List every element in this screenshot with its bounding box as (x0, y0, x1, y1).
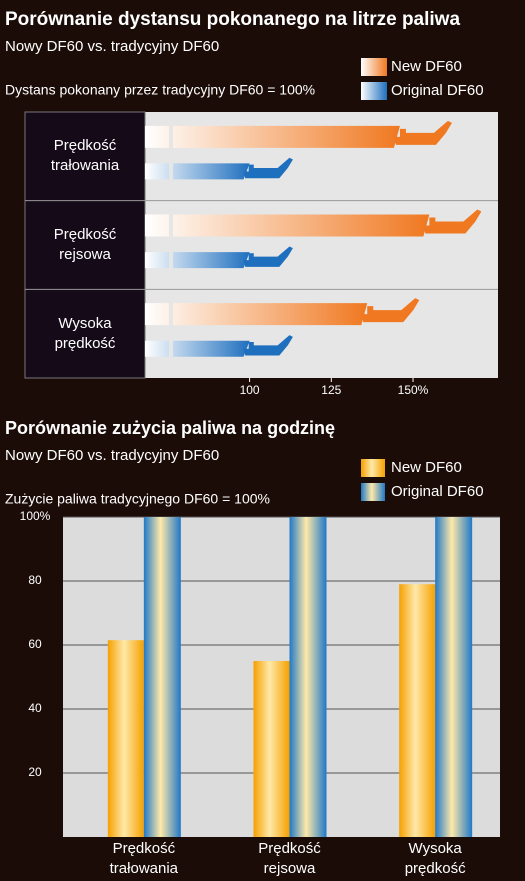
bar (107, 640, 144, 837)
bar (145, 214, 430, 237)
boat-icon (243, 157, 293, 179)
legend-swatch (361, 483, 385, 501)
y-tick-label: 60 (28, 637, 42, 651)
legend-label: New DF60 (391, 58, 462, 75)
boat-icon (243, 246, 293, 267)
legend-swatch (361, 58, 387, 76)
bar (145, 303, 368, 326)
legend-label: Original DF60 (391, 483, 484, 500)
legend-label: New DF60 (391, 459, 462, 476)
category-label: Prędkość rejsowa (53, 226, 117, 263)
chart-subtitle: Nowy DF60 vs. tradycyjny DF60 (5, 447, 219, 464)
y-tick-label: 40 (28, 701, 42, 715)
bar (145, 340, 250, 357)
bar (289, 517, 327, 837)
bar (145, 163, 250, 180)
category-label: Prędkość trałowania (50, 137, 120, 175)
x-tick-label: Prędkość trałowania (109, 840, 179, 877)
x-tick-label: 150% (398, 383, 429, 397)
x-tick-label: 100 (240, 383, 260, 397)
boat-icon (393, 120, 452, 145)
chart-title: Porównanie zużycia paliwa na godzinę (5, 418, 335, 438)
axis-break (169, 212, 173, 239)
bar (143, 517, 181, 837)
boat-icon (423, 209, 482, 234)
chart-note: Dystans pokonany przez tradycyjny DF60 =… (5, 82, 315, 98)
chart-subtitle: Nowy DF60 vs. tradycyjny DF60 (5, 38, 219, 55)
boat-icon (361, 298, 420, 323)
y-tick-label: 80 (28, 573, 42, 587)
x-tick-label: 125 (321, 383, 341, 397)
x-tick-label: Wysoka prędkość (404, 840, 466, 877)
y-tick-label: 20 (28, 765, 42, 779)
chart-note: Zużycie paliwa tradycyjnego DF60 = 100% (5, 491, 270, 507)
legend-swatch (361, 459, 385, 477)
bar (145, 252, 250, 269)
axis-break (169, 250, 173, 271)
x-tick-label: Prędkość rejsowa (258, 840, 321, 877)
y-tick-label: 100% (20, 509, 51, 523)
bar (399, 584, 436, 837)
axis-break (169, 301, 173, 328)
bar (145, 125, 400, 148)
plot-bg (145, 112, 498, 378)
label-column (24, 111, 146, 379)
bar (435, 517, 473, 837)
axis-break (169, 161, 173, 182)
chart-title: Porównanie dystansu pokonanego na litrze… (5, 9, 460, 30)
legend-label: Original DF60 (391, 82, 484, 99)
boat-icon (243, 335, 293, 356)
bar (253, 661, 290, 837)
legend-swatch (361, 82, 387, 100)
axis-break (169, 123, 173, 150)
axis-break (169, 338, 173, 359)
category-label: Wysoka prędkość (54, 314, 116, 352)
